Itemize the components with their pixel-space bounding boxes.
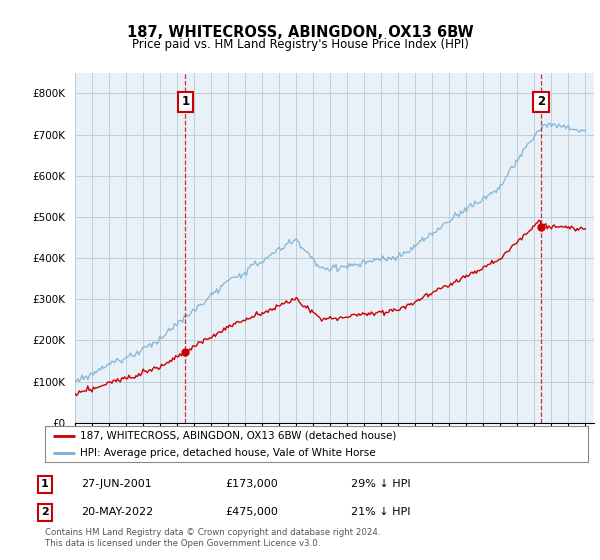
Text: 2: 2: [537, 95, 545, 108]
Text: 1: 1: [41, 479, 49, 489]
Text: 27-JUN-2001: 27-JUN-2001: [81, 479, 152, 489]
Text: Contains HM Land Registry data © Crown copyright and database right 2024.
This d: Contains HM Land Registry data © Crown c…: [45, 528, 380, 548]
Text: £173,000: £173,000: [225, 479, 278, 489]
Text: 187, WHITECROSS, ABINGDON, OX13 6BW (detached house): 187, WHITECROSS, ABINGDON, OX13 6BW (det…: [80, 431, 397, 441]
Text: 29% ↓ HPI: 29% ↓ HPI: [351, 479, 410, 489]
Text: 20-MAY-2022: 20-MAY-2022: [81, 507, 153, 517]
Text: HPI: Average price, detached house, Vale of White Horse: HPI: Average price, detached house, Vale…: [80, 448, 376, 458]
Text: 1: 1: [181, 95, 190, 108]
Text: 187, WHITECROSS, ABINGDON, OX13 6BW: 187, WHITECROSS, ABINGDON, OX13 6BW: [127, 25, 473, 40]
Text: 2: 2: [41, 507, 49, 517]
Text: £475,000: £475,000: [225, 507, 278, 517]
Text: Price paid vs. HM Land Registry's House Price Index (HPI): Price paid vs. HM Land Registry's House …: [131, 38, 469, 51]
Text: 21% ↓ HPI: 21% ↓ HPI: [351, 507, 410, 517]
